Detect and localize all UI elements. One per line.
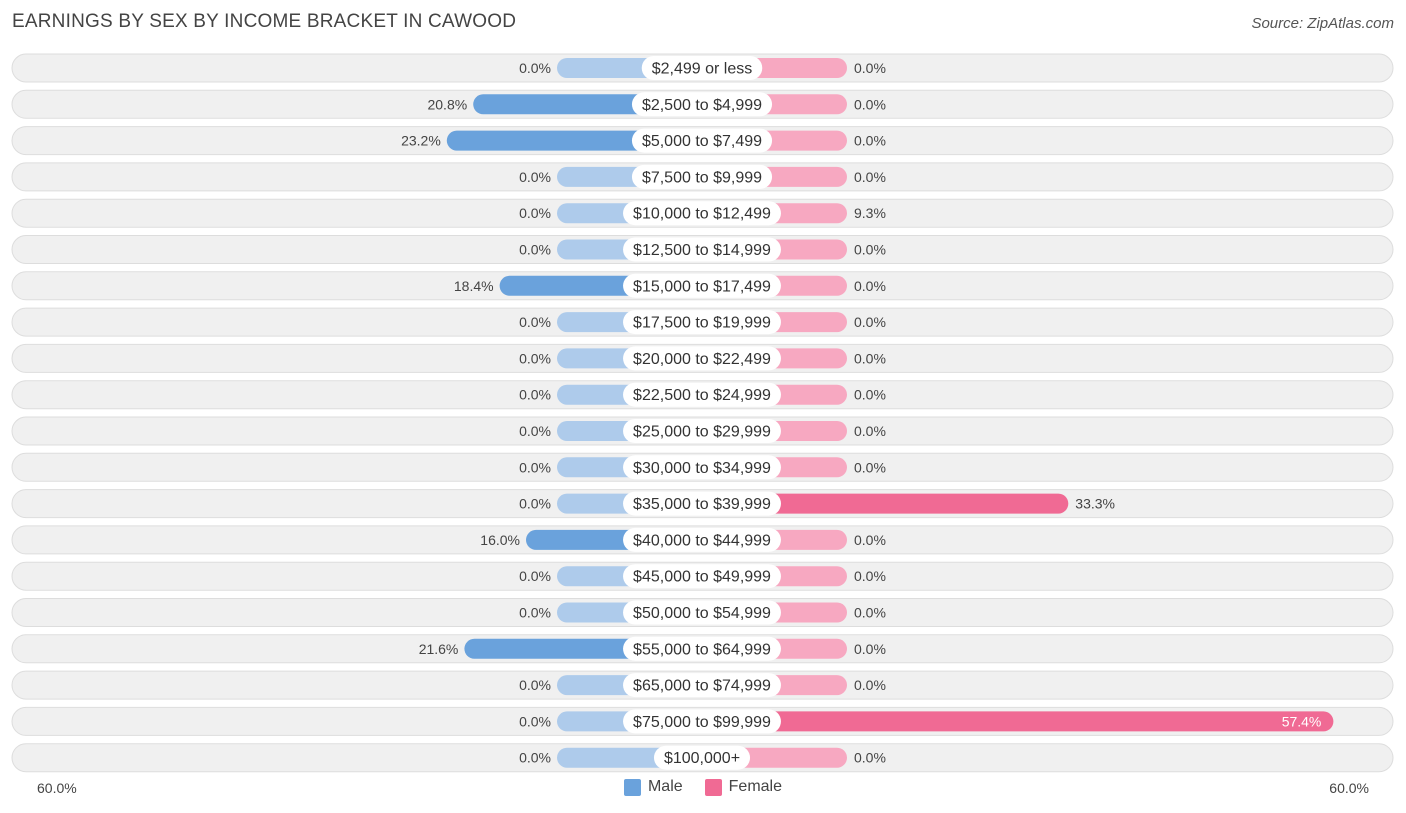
female-value-label: 0.0% [854, 278, 886, 294]
female-value-label: 0.0% [854, 169, 886, 185]
category-label-pill [623, 491, 781, 516]
category-label: $7,500 to $9,999 [642, 169, 762, 186]
female-value-label: 33.3% [1075, 496, 1115, 512]
female-value-label: 0.0% [854, 423, 886, 439]
legend: Male Female [0, 778, 1406, 796]
category-label: $20,000 to $22,499 [633, 351, 771, 368]
male-value-label: 0.0% [519, 568, 551, 584]
female-value-label: 0.0% [854, 133, 886, 149]
male-value-label: 0.0% [519, 60, 551, 76]
category-label-pill [623, 419, 781, 443]
female-value-label: 57.4% [1282, 713, 1322, 729]
male-value-label: 0.0% [519, 350, 551, 366]
male-value-label: 0.0% [519, 314, 551, 330]
female-value-label: 0.0% [854, 459, 886, 475]
category-label-pill [623, 382, 781, 407]
category-label: $75,000 to $99,999 [633, 714, 771, 731]
female-value-label: 0.0% [854, 387, 886, 403]
male-value-label: 0.0% [519, 242, 551, 258]
category-label-pill [631, 128, 773, 153]
category-label-pill [631, 164, 773, 189]
male-value-label: 0.0% [519, 713, 551, 729]
female-value-label: 0.0% [854, 314, 886, 330]
male-value-label: 16.0% [480, 532, 520, 548]
category-label-pill [631, 92, 773, 117]
category-label-pill [623, 564, 781, 589]
category-label-pill [623, 636, 781, 661]
category-label: $12,500 to $14,999 [633, 242, 771, 259]
category-label-pill [623, 527, 781, 552]
category-label: $15,000 to $17,499 [633, 278, 771, 295]
male-value-label: 0.0% [519, 605, 551, 621]
legend-item-male[interactable]: Male [623, 778, 683, 796]
category-label-pill [623, 600, 781, 625]
category-label-pill [623, 346, 781, 371]
axis-right-label: 60.0% [1329, 780, 1369, 796]
category-label: $45,000 to $49,999 [633, 569, 771, 586]
male-value-label: 0.0% [519, 677, 551, 693]
female-value-label: 0.0% [854, 350, 886, 366]
legend-item-female[interactable]: Female [704, 778, 783, 796]
category-label-pill [641, 56, 763, 80]
female-value-label: 0.0% [854, 96, 886, 112]
category-label-pill [623, 673, 781, 698]
legend-swatch-male [623, 778, 641, 796]
category-label-pill [623, 310, 781, 335]
female-value-label: 0.0% [854, 605, 886, 621]
category-label: $22,500 to $24,999 [633, 387, 771, 404]
category-label-pill [623, 709, 781, 734]
category-label-pill [623, 273, 781, 298]
category-label-pill [653, 745, 751, 770]
male-value-label: 0.0% [519, 387, 551, 403]
female-bar [702, 711, 1334, 732]
category-label: $65,000 to $74,999 [633, 678, 771, 695]
female-value-label: 9.3% [854, 205, 886, 221]
male-value-label: 18.4% [454, 278, 494, 294]
legend-label-male: Male [647, 778, 683, 795]
female-value-label: 0.0% [854, 532, 886, 548]
category-label-pill [623, 455, 781, 480]
category-label: $2,500 to $4,999 [642, 97, 762, 114]
category-label: $25,000 to $29,999 [633, 424, 771, 441]
female-value-label: 0.0% [854, 641, 886, 657]
female-value-label: 0.0% [854, 568, 886, 584]
male-value-label: 0.0% [519, 750, 551, 766]
legend-swatch-female [704, 778, 722, 796]
male-value-label: 23.2% [401, 133, 441, 149]
legend-label-female: Female [728, 778, 783, 795]
male-value-label: 0.0% [519, 205, 551, 221]
category-label: $10,000 to $12,499 [633, 206, 771, 223]
chart-source: Source: ZipAtlas.com [1251, 15, 1394, 32]
male-value-label: 0.0% [519, 459, 551, 475]
female-value-label: 0.0% [854, 677, 886, 693]
male-value-label: 0.0% [519, 496, 551, 512]
category-label: $5,000 to $7,499 [642, 133, 762, 150]
category-label: $50,000 to $54,999 [633, 605, 771, 622]
category-label: $2,499 or less [652, 61, 753, 78]
category-label: $55,000 to $64,999 [633, 641, 771, 658]
category-label: $30,000 to $34,999 [633, 460, 771, 477]
male-value-label: 0.0% [519, 423, 551, 439]
female-value-label: 0.0% [854, 242, 886, 258]
category-label: $40,000 to $44,999 [633, 532, 771, 549]
category-label-pill [623, 201, 781, 226]
female-value-label: 0.0% [854, 750, 886, 766]
axis-left-label: 60.0% [37, 780, 77, 796]
category-label-pill [623, 237, 781, 262]
category-label: $100,000+ [664, 750, 740, 767]
female-value-label: 0.0% [854, 60, 886, 76]
chart-title: EARNINGS BY SEX BY INCOME BRACKET IN CAW… [12, 11, 517, 32]
male-value-label: 20.8% [427, 96, 467, 112]
category-label: $35,000 to $39,999 [633, 496, 771, 513]
female-bar [702, 493, 1069, 514]
male-value-label: 0.0% [519, 169, 551, 185]
category-label: $17,500 to $19,999 [633, 315, 771, 332]
male-value-label: 21.6% [419, 641, 459, 657]
